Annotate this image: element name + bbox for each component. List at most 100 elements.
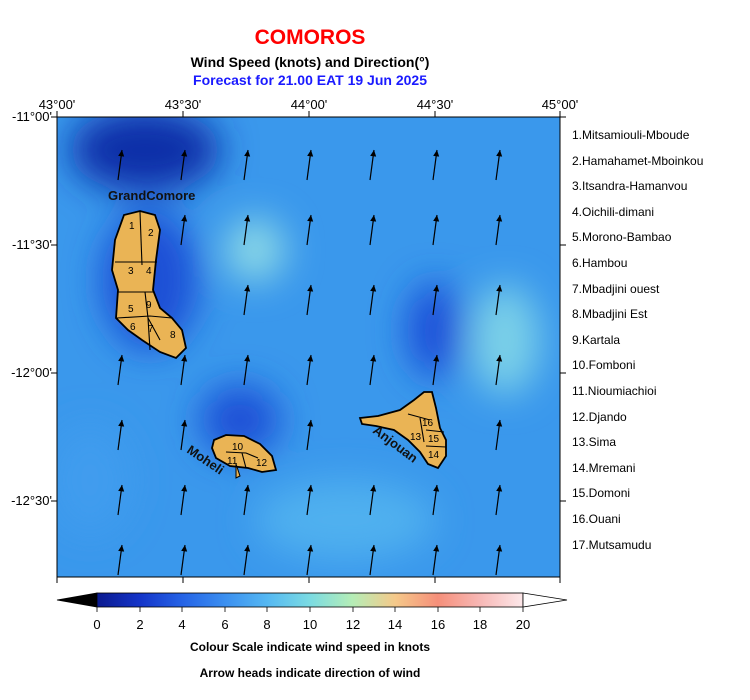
region-legend-item: 1.Mitsamiouli-Mboude <box>572 128 690 142</box>
region-num: 7 <box>148 324 154 335</box>
region-num: 9 <box>146 300 152 311</box>
lon-tick-label: 44°30' <box>416 97 454 112</box>
region-num: 16 <box>422 418 434 429</box>
region-legend-item: 7.Mbadjini ouest <box>572 282 660 296</box>
region-legend-item: 11.Nioumiachioi <box>572 384 657 398</box>
wind-arrow-head <box>118 545 125 552</box>
region-num: 2 <box>148 228 154 239</box>
wind-arrow-head <box>118 150 125 157</box>
wind-arrow-head <box>307 150 314 157</box>
wind-arrow-head <box>244 355 251 362</box>
wind-arrow-head <box>181 420 188 427</box>
lon-tick-label: 44°00' <box>290 97 328 112</box>
lat-tick-label: -11°30' <box>12 237 52 252</box>
colorbar-tick-label: 20 <box>515 617 531 632</box>
wind-arrow-head <box>181 545 188 552</box>
region-legend-item: 10.Fomboni <box>572 358 636 372</box>
wind-arrow-head <box>370 545 377 552</box>
region-legend-item: 14.Mremani <box>572 461 636 475</box>
wind-arrow-head <box>244 485 251 492</box>
colorbar-tick-label: 2 <box>136 617 144 632</box>
wind-arrow-head <box>433 355 440 362</box>
colorbar-tick-label: 12 <box>345 617 361 632</box>
forecast-time: Forecast for 21.00 EAT 19 Jun 2025 <box>193 72 427 88</box>
lon-tick-label: 43°00' <box>38 97 76 112</box>
region-num: 10 <box>232 442 244 453</box>
moheli-island <box>211 434 278 479</box>
region-num: 13 <box>410 432 422 443</box>
map-title: COMOROS <box>254 26 366 49</box>
colorbar-tick-label: 10 <box>302 617 318 632</box>
region-num: 3 <box>128 266 134 277</box>
region-legend-item: 4.Oichili-dimani <box>572 205 655 219</box>
wind-arrow-head <box>496 485 503 492</box>
lat-tick-label: -11°00' <box>12 109 52 124</box>
region-num: 14 <box>428 450 440 461</box>
region-num: 5 <box>128 304 134 315</box>
axis-ticks <box>51 111 566 583</box>
region-legend-item: 15.Domoni <box>572 486 631 500</box>
colour-bar <box>56 592 568 612</box>
region-num: 1 <box>129 221 135 232</box>
wind-arrow-head <box>433 545 440 552</box>
region-num: 11 <box>227 456 238 467</box>
region-num: 15 <box>428 434 440 445</box>
lat-tick-label: -12°30' <box>11 493 52 508</box>
wind-arrow-head <box>433 150 440 157</box>
wind-arrow-head <box>118 355 125 362</box>
wind-arrow-head <box>370 150 377 157</box>
wind-arrow-head <box>244 285 251 292</box>
wind-arrow-head <box>244 215 251 222</box>
wind-arrow-head <box>496 285 503 292</box>
colorbar-tick-label: 16 <box>430 617 446 632</box>
region-num: 6 <box>130 322 136 333</box>
wind-arrow-head <box>307 355 314 362</box>
map-subtitle: Wind Speed (knots) and Direction(°) <box>190 54 430 70</box>
region-legend-item: 2.Hamahamet-Mboinkou <box>572 154 704 168</box>
region-legend-item: 8.Mbadjini Est <box>572 307 648 321</box>
wind-arrow-head <box>370 215 377 222</box>
region-legend-item: 5.Morono-Bambao <box>572 230 672 244</box>
wind-arrow-head <box>433 485 440 492</box>
wind-arrow-head <box>118 420 125 427</box>
lon-tick-label: 45°00' <box>541 97 579 112</box>
wind-arrow-head <box>181 355 188 362</box>
region-num: 12 <box>256 458 268 469</box>
wind-arrow-head <box>307 545 314 552</box>
wind-arrow-head <box>496 420 503 427</box>
wind-arrow-head <box>496 150 503 157</box>
wind-arrow-head <box>307 285 314 292</box>
region-legend-item: 9.Kartala <box>572 333 621 347</box>
label-grande-comore: GrandComore <box>108 188 195 203</box>
wind-speed-field <box>57 117 560 577</box>
region-legend-item: 13.Sima <box>572 435 617 449</box>
wind-arrow-head <box>370 485 377 492</box>
region-num: 4 <box>146 266 152 277</box>
wind-arrow-head <box>244 545 251 552</box>
colorbar-tick-label: 14 <box>387 617 403 632</box>
region-legend-item: 17.Mutsamudu <box>572 538 652 552</box>
region-legend-item: 12.Djando <box>572 410 627 424</box>
lat-tick-label: -12°00' <box>11 365 52 380</box>
wind-arrow-head <box>118 485 125 492</box>
region-num: 8 <box>170 330 176 341</box>
wind-arrow-head <box>496 355 503 362</box>
colorbar-tick-label: 4 <box>178 617 186 632</box>
region-legend-item: 16.Ouani <box>572 512 621 526</box>
wind-arrow-head <box>496 545 503 552</box>
arrow-direction-note: Arrow heads indicate direction of wind <box>199 666 421 680</box>
region-legend-item: 3.Itsandra-Hamanvou <box>572 179 688 193</box>
lon-tick-label: 43°30' <box>164 97 202 112</box>
wind-arrow-head <box>244 150 251 157</box>
anjouan-island <box>358 391 447 470</box>
wind-arrow-head <box>496 215 503 222</box>
wind-arrow-head <box>181 485 188 492</box>
wind-arrow-head <box>370 355 377 362</box>
wind-arrow-head <box>307 485 314 492</box>
wind-arrow-head <box>433 285 440 292</box>
colorbar-tick-label: 18 <box>472 617 488 632</box>
wind-arrow-head <box>181 215 188 222</box>
colour-scale-note: Colour Scale indicate wind speed in knot… <box>189 640 431 654</box>
colorbar-tick-label: 8 <box>263 617 271 632</box>
